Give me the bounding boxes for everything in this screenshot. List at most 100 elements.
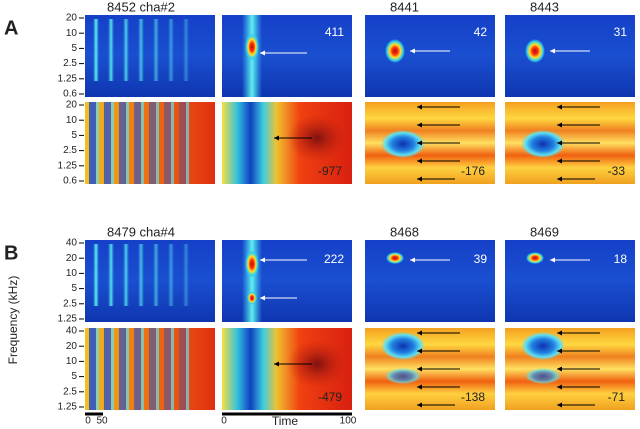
stripe [134, 102, 141, 184]
arrow-head [417, 104, 422, 110]
stripe [111, 328, 114, 410]
stripe [164, 328, 171, 410]
unit-title: 8443 [530, 0, 559, 14]
y-tick-label: 40 [66, 238, 78, 249]
arrow-head [557, 402, 562, 408]
streak [123, 19, 129, 81]
y-tick-label: 2.5 [63, 145, 77, 156]
arrow-head [557, 176, 562, 182]
arrow-head [274, 135, 279, 141]
trough-value: -479 [318, 390, 342, 404]
y-tick-label: 10 [66, 28, 78, 39]
unit-title: 8441 [390, 0, 419, 14]
arrow-head [550, 48, 555, 54]
peak-value: 222 [324, 252, 344, 266]
stripe [104, 102, 111, 184]
cold-spot [385, 368, 421, 384]
y-tick-label: 1.25 [58, 160, 78, 171]
cold-spot [381, 332, 425, 360]
stripe [89, 102, 96, 184]
streak [138, 244, 144, 306]
arrow-head [260, 257, 265, 263]
stripe [156, 102, 159, 184]
streak [93, 244, 99, 306]
peak-value: 39 [474, 252, 488, 266]
y-tick-label: 10 [66, 115, 78, 126]
streak [153, 244, 159, 306]
stripe [171, 328, 174, 410]
stripe [179, 102, 186, 184]
dark-spot [287, 340, 347, 388]
stripe [179, 328, 186, 410]
stripe [111, 102, 114, 184]
arrow-head [557, 348, 562, 354]
stripe [186, 328, 189, 410]
stripe [134, 328, 141, 410]
stripe [104, 328, 111, 410]
hot-spot [386, 252, 404, 264]
arrow-head [550, 257, 555, 263]
y-tick-label: 5 [71, 371, 77, 382]
trough-value: -176 [461, 164, 485, 178]
trough-value: -33 [608, 164, 626, 178]
arrow-head [417, 122, 422, 128]
y-tick-label: 2.5 [63, 298, 77, 309]
y-tick-label: 5 [71, 283, 77, 294]
peak-value: 42 [474, 25, 488, 39]
arrow-head [417, 158, 422, 164]
stripe [156, 328, 159, 410]
panel-label: A [4, 17, 18, 39]
stripe [149, 328, 156, 410]
stripe [119, 102, 126, 184]
hot-spot [526, 252, 544, 264]
stripe [149, 102, 156, 184]
y-tick-label: 1.25 [58, 314, 78, 325]
arrow-head [557, 122, 562, 128]
streak [168, 19, 174, 81]
arrow-head [417, 140, 422, 146]
arrow-head [417, 384, 422, 390]
y-tick-label: 0.6 [63, 176, 77, 187]
y-axis-label: Frequency (kHz) [6, 276, 20, 365]
y-tick-label: 2.5 [63, 58, 77, 69]
arrow-head [557, 330, 562, 336]
unit-title: 8469 [530, 224, 559, 239]
stripe [186, 102, 189, 184]
stripe [96, 328, 99, 410]
cold-spot [521, 332, 565, 360]
panel-label: B [4, 242, 18, 264]
hot-spot [245, 33, 259, 61]
streak [153, 19, 159, 81]
cold-spot [525, 368, 561, 384]
arrow-head [557, 384, 562, 390]
stripe [141, 102, 144, 184]
heatmap-top [505, 240, 635, 322]
heatmap-top [85, 240, 215, 322]
y-tick-label: 20 [66, 13, 78, 24]
heatmap-top [365, 240, 495, 322]
cold-spot [521, 130, 565, 158]
x-tick-label: 50 [96, 416, 108, 427]
trough-value: -138 [461, 390, 485, 404]
peak-value: 18 [614, 252, 628, 266]
stripe [141, 328, 144, 410]
arrow-head [417, 176, 422, 182]
y-tick-label: 10 [66, 268, 78, 279]
x-tick-label: 0 [85, 416, 91, 427]
peak-value: 31 [614, 25, 628, 39]
x-axis-label: Time [272, 414, 299, 428]
hot-spot [245, 250, 259, 278]
stripe [126, 102, 129, 184]
arrow-head [557, 366, 562, 372]
stripe [96, 102, 99, 184]
stripe [89, 328, 96, 410]
arrow-head [557, 140, 562, 146]
x-tick-label: 0 [221, 416, 227, 427]
y-tick-label: 10 [66, 356, 78, 367]
y-tick-label: 1.25 [58, 73, 78, 84]
streak [123, 244, 129, 306]
y-tick-label: 0.6 [63, 89, 77, 100]
arrow-head [260, 50, 265, 56]
stripe [171, 102, 174, 184]
